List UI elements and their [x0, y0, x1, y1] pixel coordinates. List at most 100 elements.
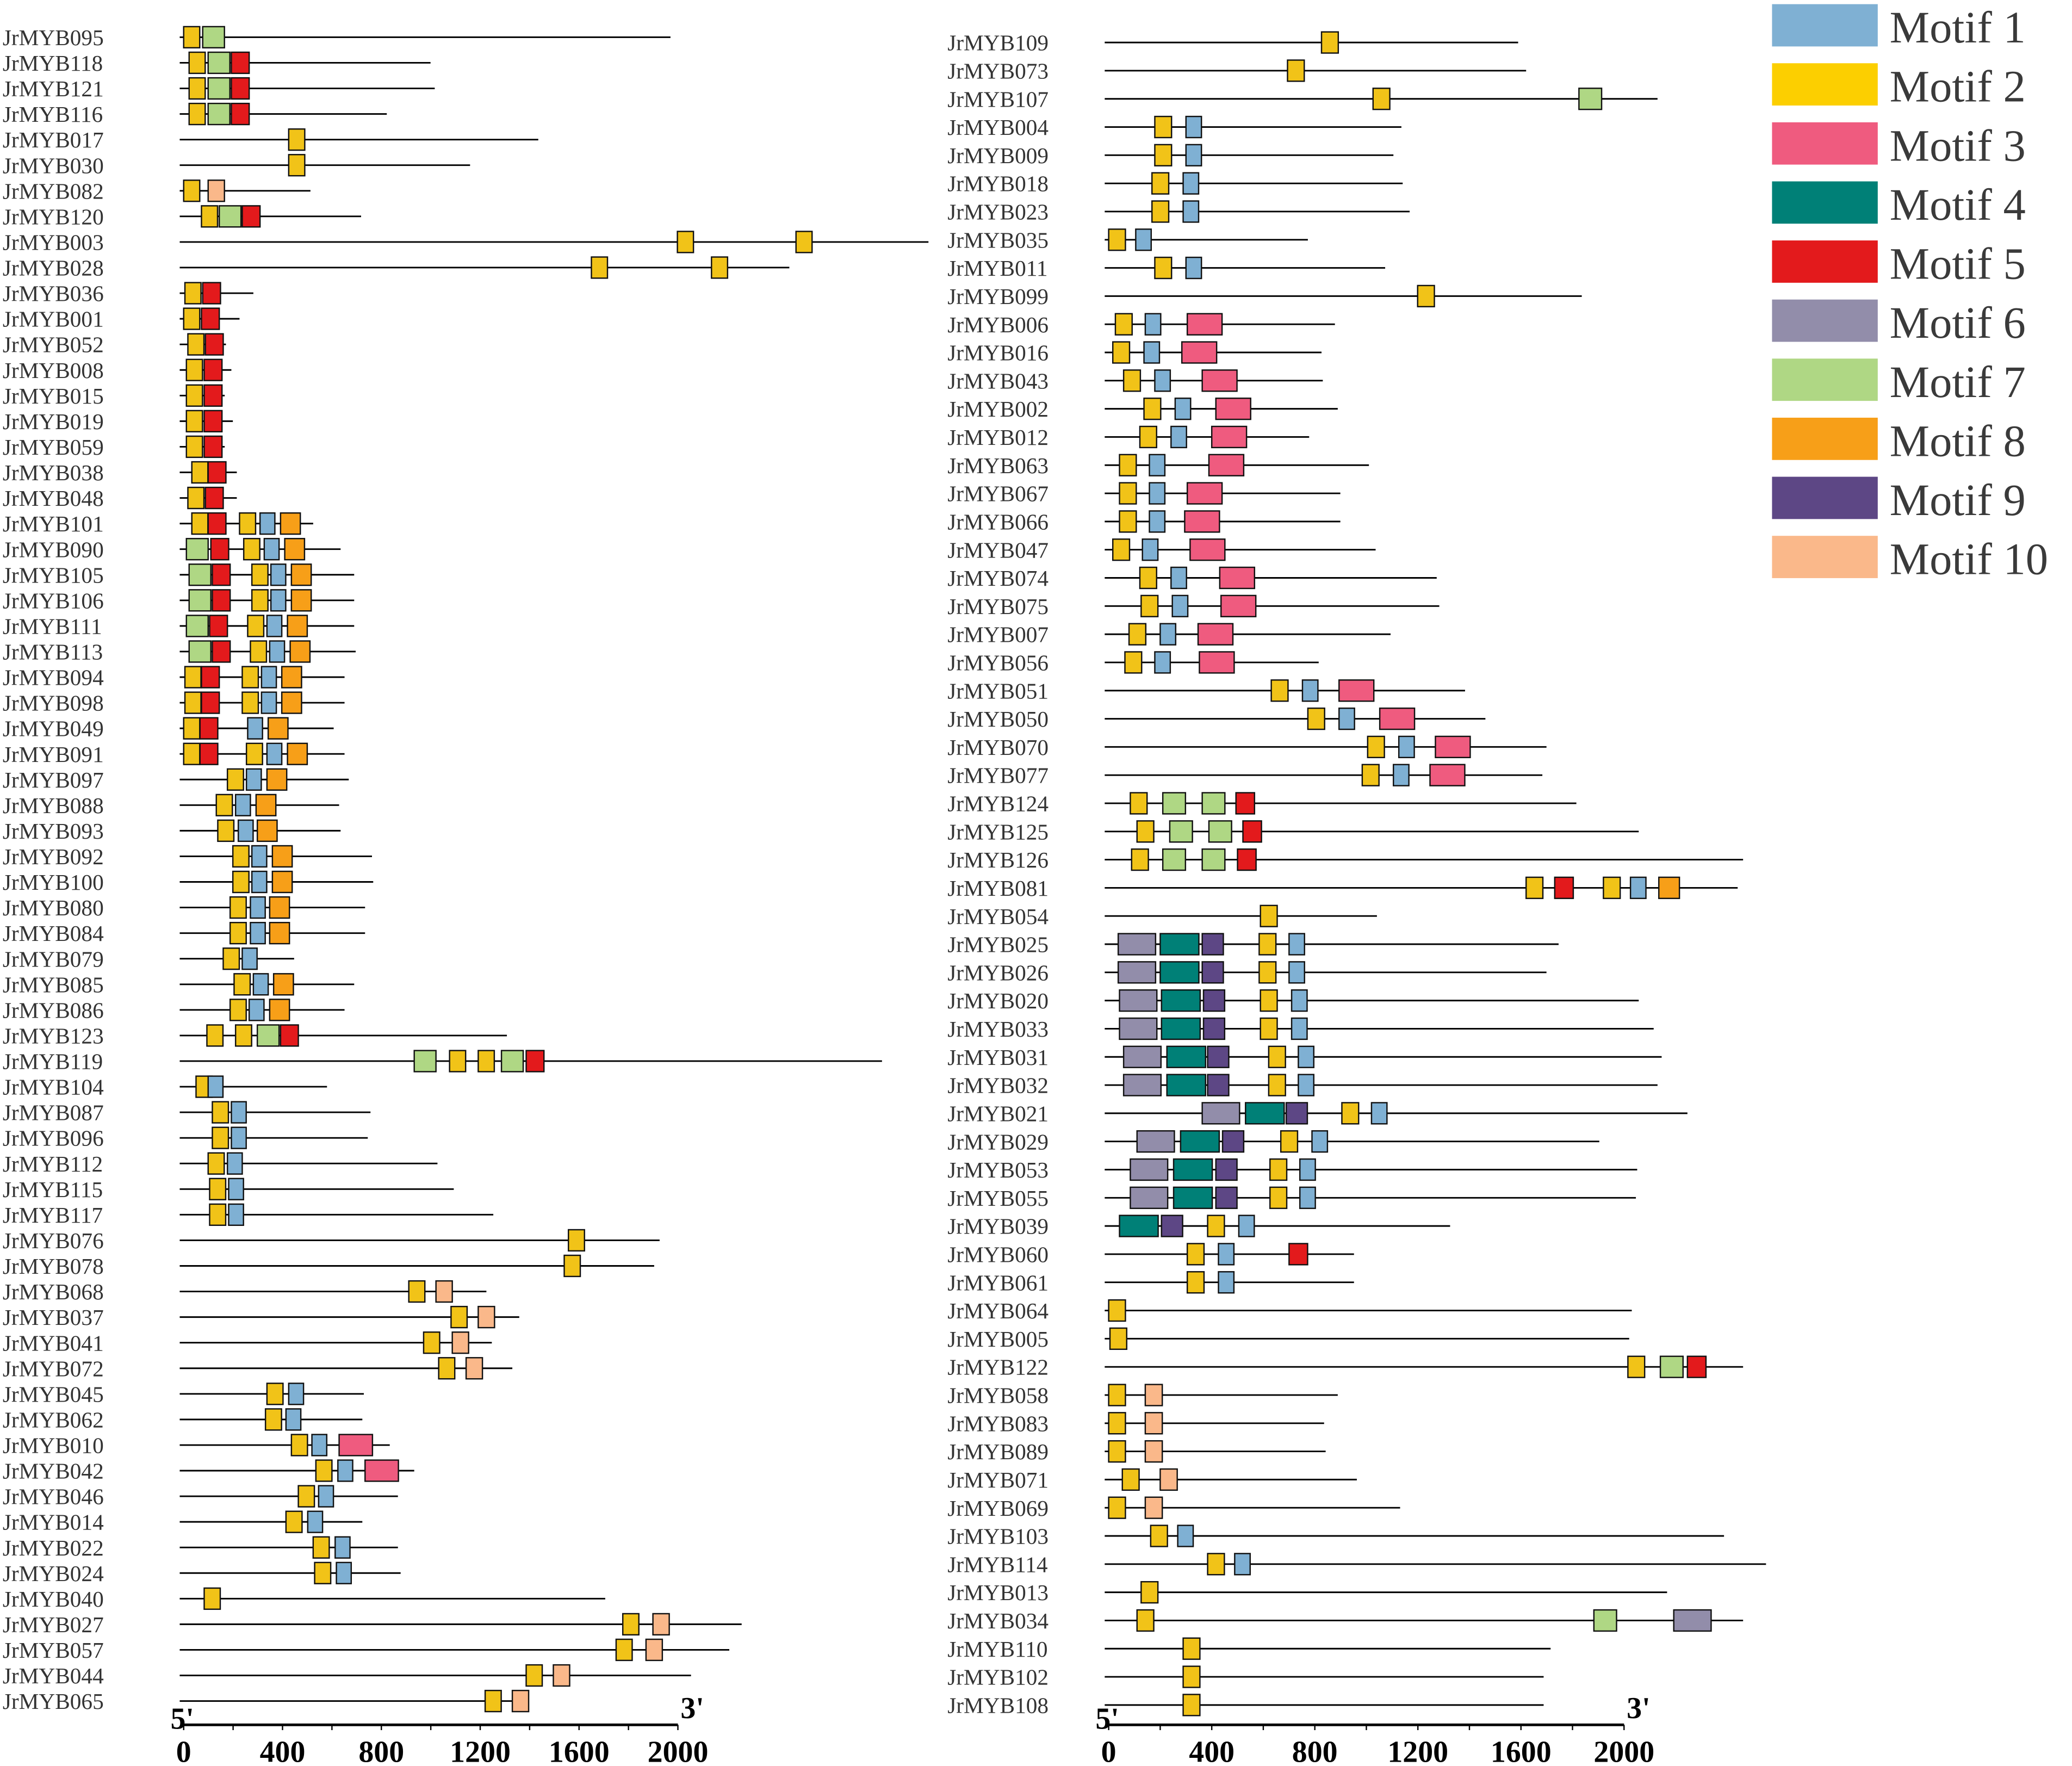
legend-swatch-motif-5 — [1772, 240, 1878, 283]
motif-4-box — [1161, 989, 1201, 1012]
motif-2-box — [229, 896, 247, 919]
gene-row: JrMYB051 — [947, 678, 1465, 703]
motif-2-box — [1124, 651, 1143, 674]
motif-2-box — [1603, 876, 1621, 900]
motif-2-box — [250, 640, 268, 663]
gene-label: JrMYB041 — [3, 1330, 104, 1355]
motif-1-box — [237, 819, 254, 842]
motif-2-box — [185, 384, 203, 407]
motif-6-box — [1136, 1130, 1175, 1153]
gene-label: JrMYB116 — [3, 102, 103, 127]
legend-swatch-motif-1 — [1772, 4, 1878, 47]
gene-label: JrMYB031 — [947, 1045, 1049, 1070]
motif-1-box — [231, 1101, 247, 1124]
motif-8-box — [267, 717, 289, 740]
gene-label: JrMYB080 — [3, 895, 104, 920]
motif-2-box — [1108, 1496, 1126, 1519]
motif-5-box — [1288, 1243, 1308, 1266]
gene-label: JrMYB115 — [3, 1177, 103, 1202]
gene-row: JrMYB036 — [3, 281, 253, 306]
gene-row: JrMYB118 — [3, 51, 431, 76]
gene-row: JrMYB116 — [3, 102, 387, 127]
motif-1-box — [1370, 1102, 1388, 1125]
gene-label: JrMYB011 — [947, 256, 1047, 281]
gene-row: JrMYB047 — [947, 537, 1376, 562]
motif-2-box — [315, 1459, 333, 1482]
motif-8-box — [272, 973, 294, 996]
motif-2-box — [525, 1664, 543, 1687]
gene-label: JrMYB052 — [3, 332, 104, 357]
motif-2-box — [251, 589, 269, 612]
motif-5-box — [1554, 876, 1574, 900]
axis-tick-label: 2000 — [1593, 1735, 1654, 1766]
gene-row: JrMYB084 — [3, 921, 365, 946]
gene-label: JrMYB033 — [947, 1017, 1049, 1042]
gene-row: JrMYB021 — [947, 1101, 1688, 1126]
motif-10-box — [511, 1689, 530, 1713]
gene-label: JrMYB090 — [3, 537, 104, 562]
motif-1-box — [270, 589, 287, 612]
motif-8-box — [290, 589, 312, 612]
gene-row: JrMYB100 — [3, 870, 374, 895]
gene-label: JrMYB045 — [3, 1381, 104, 1406]
motif-10-box — [1144, 1440, 1163, 1463]
motif-2-box — [1140, 1581, 1159, 1604]
motif-1-box — [260, 666, 277, 689]
motif-8-box — [256, 819, 278, 842]
motif-9-box — [1202, 1017, 1226, 1040]
gene-label: JrMYB073 — [947, 59, 1049, 84]
motif-1-box — [1149, 510, 1166, 533]
motif-1-box — [1629, 876, 1647, 900]
motif-2-box — [1109, 1327, 1128, 1350]
three-prime-label: 3' — [1627, 1691, 1650, 1725]
legend-swatch-motif-3 — [1772, 122, 1878, 165]
motif-1-box — [228, 1203, 244, 1226]
motif-7-box — [207, 102, 231, 126]
gene-row: JrMYB015 — [3, 383, 225, 408]
gene-label: JrMYB110 — [947, 1637, 1047, 1662]
motif-2-box — [568, 1229, 585, 1252]
gene-row: JrMYB068 — [3, 1279, 487, 1304]
gene-row: JrMYB120 — [3, 204, 361, 229]
gene-row: JrMYB124 — [947, 791, 1577, 816]
gene-row: JrMYB009 — [947, 143, 1394, 168]
motif-2-box — [184, 282, 202, 305]
motif-3-box — [1201, 369, 1238, 392]
gene-label: JrMYB025 — [947, 932, 1049, 957]
motif-5-box — [231, 102, 250, 126]
gene-label: JrMYB023 — [947, 200, 1049, 225]
motif-2-box — [1182, 1694, 1201, 1717]
motif-1-box — [1171, 594, 1189, 617]
motif-5-box — [204, 333, 224, 356]
gene-label: JrMYB068 — [3, 1279, 104, 1304]
gene-row: JrMYB044 — [3, 1663, 691, 1688]
motif-2-box — [1119, 454, 1137, 476]
motif-6-box — [1122, 1045, 1162, 1068]
gene-label: JrMYB099 — [947, 284, 1049, 309]
motif-1-box — [1182, 172, 1200, 195]
motif-2-box — [477, 1050, 495, 1073]
motif-2-box — [1186, 1271, 1205, 1294]
motif-1-box — [234, 794, 251, 816]
gene-row: JrMYB066 — [947, 509, 1341, 534]
motif-2-box — [226, 768, 244, 791]
gene-row: JrMYB006 — [947, 312, 1335, 337]
motif-1-box — [207, 1075, 224, 1098]
motif-2-box — [264, 1408, 282, 1431]
gene-label: JrMYB108 — [947, 1693, 1049, 1718]
motif-7-box — [185, 538, 209, 561]
motif-1-box — [1170, 566, 1187, 590]
motif-2-box — [1307, 707, 1325, 730]
legend-label-motif-10: Motif 10 — [1890, 534, 2048, 584]
motif-1-box — [251, 845, 268, 868]
gene-label: JrMYB078 — [3, 1254, 104, 1279]
legend-label-motif-8: Motif 8 — [1890, 416, 2026, 466]
gene-row: JrMYB098 — [3, 691, 345, 716]
motif-2-box — [233, 973, 251, 996]
motif-2-box — [1268, 1045, 1286, 1068]
motif-3-box — [1189, 538, 1226, 561]
motif-2-box — [1207, 1553, 1225, 1576]
motif-2-box — [1417, 284, 1435, 308]
motif-4-box — [1159, 961, 1200, 984]
motif-3-box — [338, 1434, 374, 1457]
